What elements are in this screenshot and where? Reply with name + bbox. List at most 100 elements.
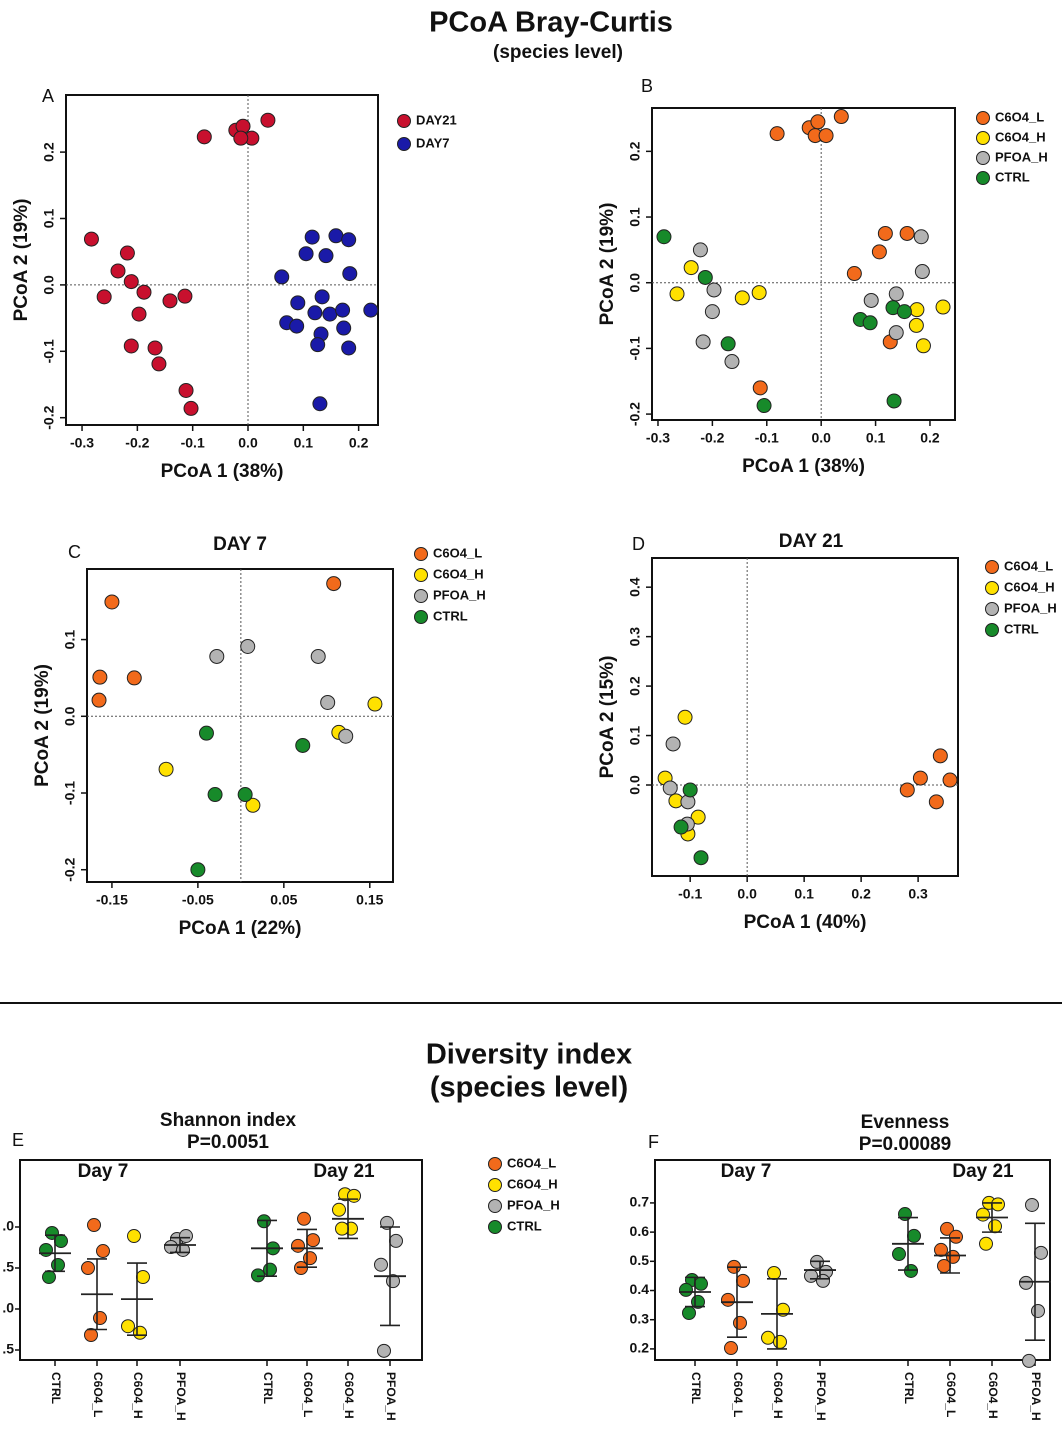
data-point [669, 286, 685, 302]
x-tick-label: C6O4_H [771, 1372, 785, 1419]
y-tick-label: 0.1 [41, 209, 57, 229]
legend-label: PFOA_H [1004, 600, 1057, 615]
x-tick-label: C6O4_L [731, 1372, 745, 1417]
group-label: Day 21 [952, 1161, 1014, 1182]
legend-swatch [488, 1199, 502, 1213]
data-point [704, 304, 720, 320]
data-point [734, 290, 750, 306]
data-point [1025, 1197, 1039, 1212]
data-point [886, 393, 902, 409]
legend-label: C6O4_L [507, 1155, 556, 1170]
legend-label: PFOA_H [995, 149, 1048, 164]
x-tick-label: -0.2 [125, 435, 149, 451]
data-point [724, 1341, 738, 1356]
data-point [162, 293, 178, 309]
x-tick-label: C6O4_H [131, 1372, 145, 1419]
x-tick-label: 0.2 [851, 886, 871, 902]
legend-swatch [397, 137, 411, 151]
legend-label: C6O4_H [507, 1176, 558, 1191]
data-point [833, 109, 849, 125]
data-point [54, 1234, 68, 1249]
data-point [196, 129, 212, 145]
data-point [136, 1270, 150, 1285]
data-point [119, 245, 135, 261]
data-point [761, 1330, 775, 1345]
data-point [928, 794, 944, 810]
y-tick-label: 0.5 [630, 1252, 650, 1268]
x-tick-label: C6O4_H [986, 1372, 1000, 1419]
data-point [297, 1211, 311, 1226]
y-tick-label: 0.0 [41, 275, 57, 295]
data-point [937, 1258, 951, 1273]
data-point [908, 317, 924, 333]
data-point [121, 1319, 135, 1334]
data-point [721, 1292, 735, 1307]
data-point [1034, 1245, 1048, 1260]
data-point [178, 382, 194, 398]
data-point [96, 1244, 110, 1259]
data-point [724, 354, 740, 370]
data-point [306, 1233, 320, 1248]
x-tick-label: PFOA_H [814, 1372, 828, 1421]
data-point [374, 1257, 388, 1272]
data-point [898, 1207, 912, 1222]
x-tick-label: -0.3 [70, 435, 94, 451]
data-point [92, 669, 108, 685]
data-point [888, 286, 904, 302]
data-point [751, 285, 767, 301]
data-point [720, 336, 736, 352]
x-tick-label: PFOA_H [1029, 1372, 1043, 1421]
data-point [773, 1334, 787, 1349]
y-tick-label: .5 [2, 1259, 14, 1275]
data-point [136, 284, 152, 300]
x-axis-label: PCoA 1 (38%) [742, 456, 865, 477]
legend-swatch [397, 114, 411, 128]
legend-swatch [985, 581, 999, 595]
data-point [888, 325, 904, 341]
legend-label: CTRL [433, 608, 468, 623]
data-point [158, 761, 174, 777]
data-point [207, 787, 223, 803]
data-point [988, 1219, 1002, 1234]
data-point [93, 1311, 107, 1326]
y-tick-label: 0.0 [62, 706, 78, 726]
data-point [767, 1265, 781, 1280]
x-tick-label: PFOA_H [174, 1372, 188, 1421]
data-point [338, 728, 354, 744]
plot-frame [65, 94, 379, 426]
legend-swatch [414, 547, 428, 561]
data-point [133, 1325, 147, 1340]
data-point [899, 225, 915, 241]
data-point [104, 594, 120, 610]
x-tick-label: CTRL [49, 1372, 63, 1404]
data-point [904, 1263, 918, 1278]
data-point [683, 260, 699, 276]
y-tick-label: 0.2 [630, 1340, 650, 1356]
data-point [335, 1221, 349, 1236]
data-point [871, 244, 887, 260]
x-tick-label: 0.1 [294, 435, 314, 451]
data-point [1022, 1353, 1036, 1368]
legend-swatch [488, 1157, 502, 1171]
plot-frame [651, 107, 956, 421]
data-point [312, 396, 328, 412]
legend-label: DAY21 [416, 112, 457, 127]
data-point [307, 305, 323, 321]
data-point [177, 288, 193, 304]
data-point [320, 694, 336, 710]
data-point [87, 1218, 101, 1233]
section-subtitle: (species level) [430, 1072, 628, 1104]
y-tick-label: 0.0 [627, 775, 643, 795]
data-point [693, 850, 709, 866]
y-tick-label: 0.1 [62, 630, 78, 650]
data-point [949, 1229, 963, 1244]
data-point [310, 337, 326, 353]
data-point [692, 242, 708, 258]
plot-frame [654, 1159, 1051, 1361]
x-tick-label: -0.1 [181, 435, 205, 451]
data-point [934, 1242, 948, 1257]
panel-letter: A [42, 86, 54, 106]
x-tick-label: 0.3 [908, 886, 928, 902]
data-point [1031, 1303, 1045, 1318]
data-point [342, 266, 358, 282]
